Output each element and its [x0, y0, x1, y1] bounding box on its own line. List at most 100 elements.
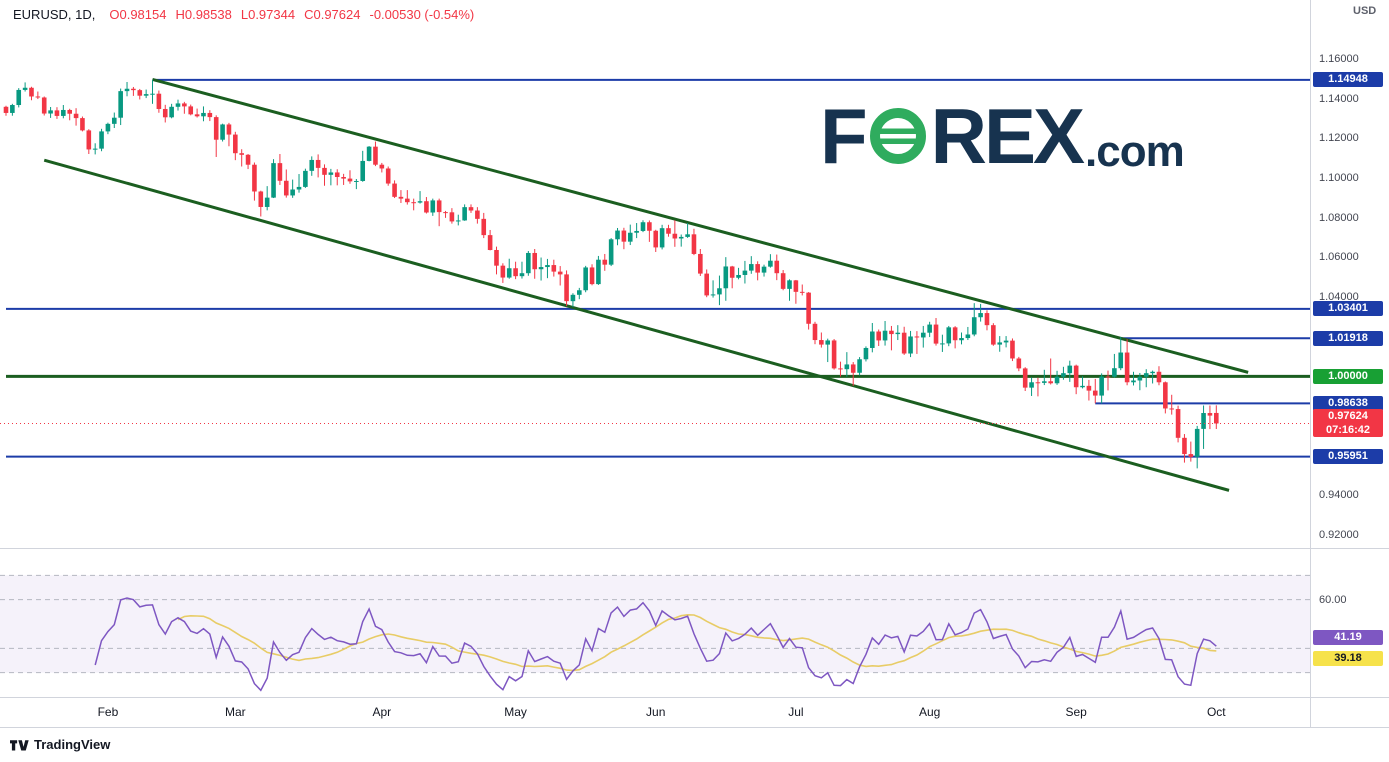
candle [468, 207, 474, 211]
candle [640, 222, 646, 231]
candle [156, 93, 162, 109]
candle [220, 124, 225, 140]
candle [927, 324, 932, 333]
candle [704, 273, 709, 296]
candle [959, 338, 964, 341]
candle [608, 239, 614, 265]
candle [290, 189, 295, 196]
candle [143, 94, 149, 96]
candle [341, 177, 346, 179]
candle [188, 106, 194, 115]
candle [1092, 390, 1098, 396]
candle [92, 148, 98, 150]
watermark-letter-f: F [820, 92, 868, 180]
candle [1003, 340, 1009, 343]
candle [61, 109, 66, 116]
price-axis[interactable]: USD 1.16000 1.14000 1.12000 1.10000 1.08000 1… [1310, 0, 1389, 727]
price-tick-label: 0.92000 [1319, 529, 1359, 541]
rsi-tick-label: 60.00 [1319, 593, 1347, 606]
candle [29, 87, 34, 97]
candle [22, 87, 28, 90]
month-label: Apr [372, 705, 392, 719]
candle [952, 327, 958, 341]
candle [277, 163, 283, 181]
month-label: Sep [1065, 705, 1087, 719]
candle [965, 334, 971, 339]
candle [806, 292, 811, 324]
symbol-legend[interactable]: EURUSD, 1D, O0.98154 H0.98538 L0.97344 C… [13, 7, 474, 22]
watermark-dot-com: .com [1085, 127, 1185, 176]
watermark-letters-rex: REX [930, 92, 1085, 180]
candle [519, 273, 525, 277]
rsi-value-badge: 41.19 [1313, 630, 1383, 646]
candle [857, 359, 862, 373]
candle [920, 332, 926, 338]
candle [1214, 412, 1219, 424]
candle [373, 146, 378, 165]
price-level-badge: 1.00000 [1313, 368, 1383, 384]
candle [793, 280, 799, 292]
candle [213, 117, 219, 140]
candle [545, 265, 550, 268]
rsi-line [94, 597, 1217, 692]
candle [653, 230, 659, 248]
candle [124, 88, 130, 92]
candle [54, 110, 60, 116]
candle [1067, 365, 1073, 374]
candle [742, 270, 748, 275]
candle [678, 236, 684, 239]
candle [405, 198, 410, 203]
candle [309, 159, 315, 171]
candle [48, 110, 53, 114]
candle [825, 340, 831, 345]
candle [850, 364, 856, 373]
candle [194, 114, 200, 117]
candle [589, 267, 595, 285]
candle [1156, 371, 1162, 383]
price-chart[interactable] [0, 0, 1389, 730]
candle [111, 117, 117, 124]
candle [239, 153, 244, 155]
candle [207, 112, 213, 118]
trend-line[interactable] [43, 158, 1230, 492]
high-value: H0.98538 [175, 7, 232, 22]
candle [16, 89, 22, 106]
candle [1201, 413, 1206, 429]
price-tick-label: 0.94000 [1319, 489, 1359, 502]
bar-countdown-timer: 07:16:42 [1325, 424, 1371, 437]
candle [86, 130, 92, 150]
candle [430, 200, 436, 213]
candle [1207, 413, 1213, 416]
candle [876, 331, 881, 341]
candle [615, 230, 620, 240]
candle [971, 317, 977, 335]
candle [303, 170, 308, 187]
candle [812, 323, 818, 341]
candle [940, 343, 945, 345]
month-label: Mar [224, 705, 246, 719]
candle [35, 96, 41, 98]
candle [1016, 358, 1022, 369]
candle [315, 159, 321, 168]
candle [596, 259, 601, 285]
time-axis[interactable]: Feb Mar Apr May Jun Jul Aug Sep Oct [0, 697, 1310, 727]
candle [831, 340, 837, 369]
price-tick-label: 1.14000 [1319, 92, 1359, 105]
candle [1035, 382, 1041, 384]
close-value: C0.97624 [304, 7, 361, 22]
candle [233, 134, 238, 154]
candle [354, 180, 359, 182]
candle [774, 260, 780, 274]
candle [118, 91, 123, 118]
candle [1169, 408, 1175, 410]
candle [398, 196, 404, 199]
candle [67, 109, 72, 114]
candle [819, 340, 824, 345]
month-label: Oct [1206, 705, 1226, 719]
trend-line[interactable] [152, 77, 1249, 374]
candle [1042, 381, 1047, 383]
candle [73, 113, 79, 119]
tradingview-attribution[interactable]: TradingView [10, 737, 110, 752]
candle [271, 163, 276, 198]
